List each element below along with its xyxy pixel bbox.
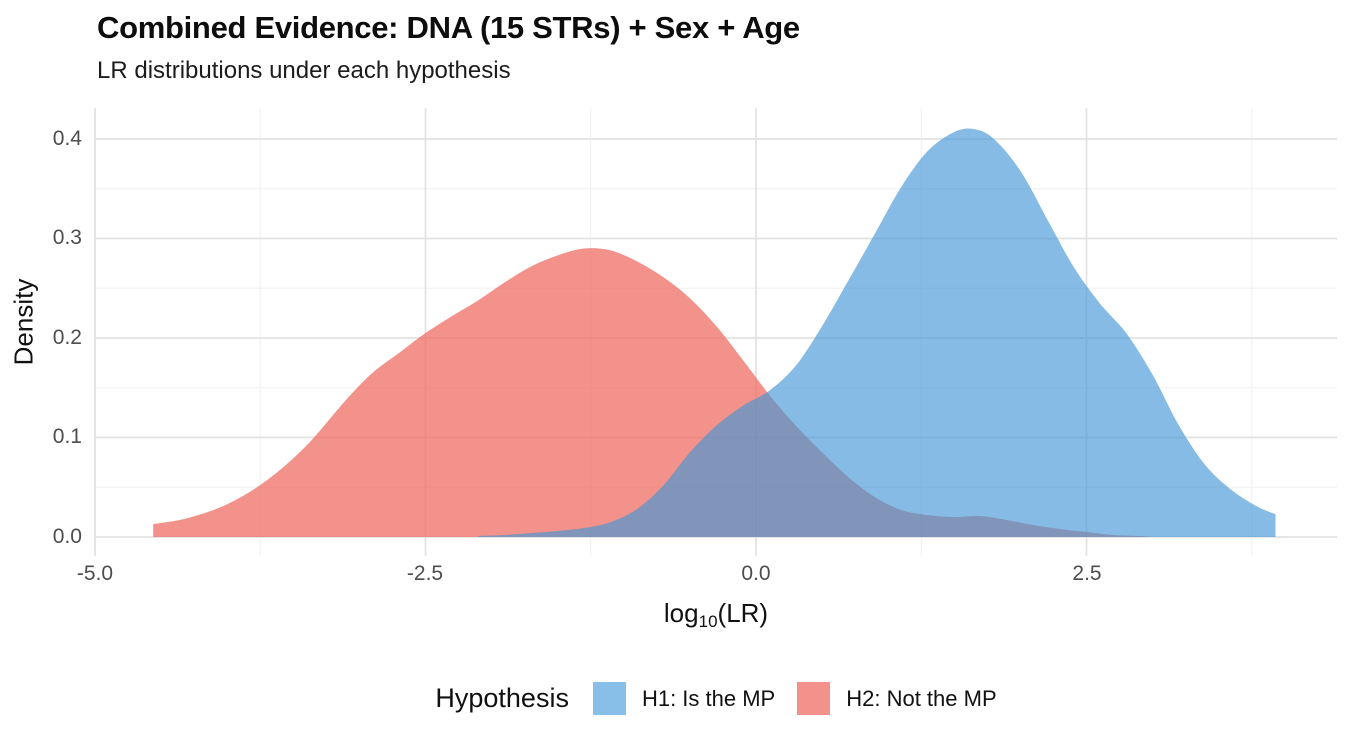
h2-density-area <box>153 248 1153 538</box>
y-tick-label: 0.1 <box>52 425 82 448</box>
h1-swatch-icon <box>592 682 626 715</box>
x-tick-label: 0.0 <box>741 562 771 585</box>
x-tick-label: 2.5 <box>1072 562 1102 585</box>
y-tick-label: 0.2 <box>52 326 82 349</box>
x-tick-label: -5.0 <box>76 562 114 585</box>
h2-swatch-icon <box>797 682 831 715</box>
y-axis-title: Density <box>8 278 39 366</box>
chart-subtitle: LR distributions under each hypothesis <box>97 57 511 84</box>
x-axis-title-subscript: 10 <box>698 612 718 631</box>
legend-title: Hypothesis <box>435 683 569 713</box>
x-tick-label: -2.5 <box>406 562 444 585</box>
x-axis-title-prefix: log <box>663 598 699 628</box>
y-tick-label: 0.4 <box>52 127 82 150</box>
legend-label-h1: H1: Is the MP <box>641 685 776 711</box>
legend-item-h2: H2: Not the MP <box>797 682 997 715</box>
legend-label-h2: H2: Not the MP <box>846 685 997 711</box>
h1-density-area <box>478 128 1276 538</box>
legend: Hypothesis H1: Is the MP H2: Not the MP <box>95 682 1337 715</box>
x-axis-title: log10(LR) <box>95 598 1337 631</box>
y-tick-label: 0.3 <box>52 226 82 249</box>
legend-item-h1: H1: Is the MP <box>592 682 776 715</box>
x-axis-title-suffix: (LR) <box>717 598 769 628</box>
page-title: Combined Evidence: DNA (15 STRs) + Sex +… <box>97 10 800 45</box>
y-tick-label: 0.0 <box>52 525 82 548</box>
